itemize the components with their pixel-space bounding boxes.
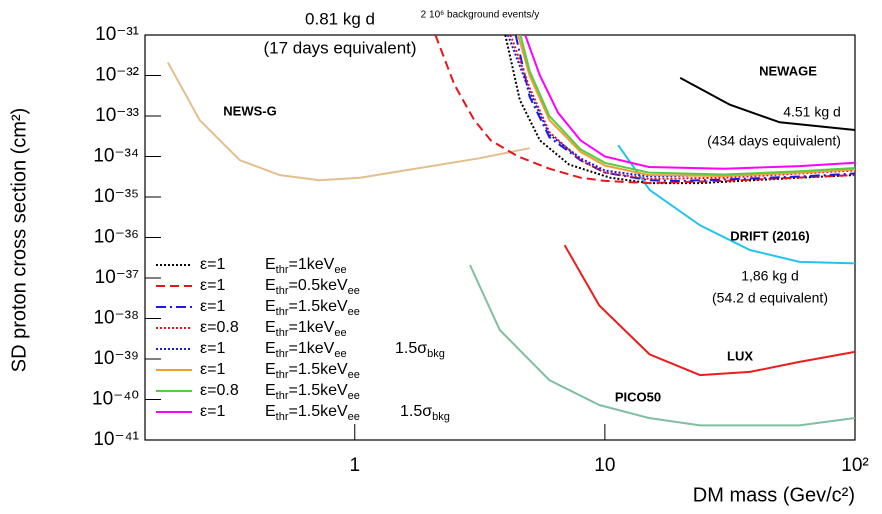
x-tick-label: 10 [594, 455, 615, 476]
legend-subscript: thr [276, 411, 289, 423]
legend-label: ε=0.8 [200, 382, 239, 399]
legend-extra: 1.5σbkg [400, 403, 450, 423]
legend-text: E [265, 319, 276, 336]
legend-subscript: ee [334, 348, 346, 360]
legend-subscript: ee [348, 369, 360, 381]
legend-text: 1.5σ [400, 403, 432, 420]
legend-label: ε=1 [200, 340, 225, 357]
legend-subscript: ee [348, 306, 360, 318]
y-tick-label: 10⁻³⁹ [93, 348, 139, 369]
y-tick-label: 10⁻³¹ [95, 24, 139, 45]
annotation: (17 days equivalent) [263, 38, 416, 57]
legend-text: =1.5keV [289, 382, 348, 399]
legend-subscript: thr [276, 348, 289, 360]
legend-text: E [265, 277, 276, 294]
legend-label: ε=1 [200, 277, 225, 294]
reference-label: PICO50 [615, 389, 661, 404]
legend-text: 1.5σ [395, 340, 427, 357]
y-tick-label: 10⁻³⁸ [93, 308, 139, 329]
y-tick-label: 10⁻³⁷ [95, 267, 139, 288]
legend-text: E [265, 256, 276, 273]
legend-subscript: ee [348, 411, 360, 423]
legend-subscript: ee [348, 390, 360, 402]
series-line [519, 35, 855, 176]
legend-threshold: Ethr=1keVee [265, 256, 347, 276]
reference-label: DRIFT (2016) [730, 228, 809, 243]
legend-extra: 1.5σbkg [395, 340, 445, 360]
legend-label: ε=1 [200, 361, 225, 378]
legend-text: =1.5keV [289, 298, 348, 315]
legend-subscript: ee [334, 327, 346, 339]
legend-subscript: ee [348, 285, 360, 297]
reference-label: NEWS-G [223, 103, 276, 118]
y-tick-label: 10⁻⁴¹ [93, 429, 139, 450]
legend-threshold: Ethr=1keVee [265, 340, 347, 360]
legend-threshold: Ethr=1.5keVee [265, 382, 360, 402]
curves [167, 35, 855, 427]
legend-subscript: thr [276, 390, 289, 402]
y-tick-label: 10⁻⁴⁰ [92, 389, 139, 410]
reference-line [167, 62, 530, 182]
series-line [517, 35, 855, 178]
y-tick-label: 10⁻³³ [95, 105, 139, 126]
y-tick-label: 10⁻³⁵ [94, 186, 139, 207]
legend-subscript: bkg [432, 411, 450, 423]
legend-label: ε=1 [200, 298, 225, 315]
legend-text: =1.5keV [289, 403, 348, 420]
series-line [524, 35, 855, 170]
reference-line [469, 264, 855, 427]
legend-text: E [265, 340, 276, 357]
reference-line [617, 144, 855, 265]
legend-subscript: thr [276, 285, 289, 297]
legend-threshold: Ethr=1keVee [265, 319, 347, 339]
series-line [509, 35, 855, 180]
y-tick-label: 10⁻³² [95, 65, 139, 86]
annotation: 0.81 kg d [305, 9, 375, 28]
legend-subscript: thr [276, 327, 289, 339]
legend-text: =1keV [289, 256, 335, 273]
x-tick-label: 1 [349, 455, 360, 476]
annotation: (434 days equivalent) [707, 133, 841, 149]
legend-subscript: thr [276, 369, 289, 381]
y-tick-label: 10⁻³⁴ [93, 146, 139, 167]
legend-label: ε=0.8 [200, 319, 239, 336]
y-axis-label: SD proton cross section (cm²) [8, 108, 30, 373]
series-line [504, 35, 855, 185]
legend-threshold: Ethr=1.5keVee [265, 298, 360, 318]
reference-label: NEWAGE [759, 63, 817, 78]
annotation: 2 10⁶ background events/y [421, 10, 540, 21]
legend-text: =1.5keV [289, 361, 348, 378]
legend-text: =0.5keV [289, 277, 348, 294]
legend-subscript: ee [334, 264, 346, 276]
reference-line [679, 77, 855, 131]
annotation: (54.2 d equivalent) [712, 290, 828, 306]
legend-text: E [265, 403, 276, 420]
legend-threshold: Ethr=1.5keVee [265, 361, 360, 381]
legend-text: E [265, 298, 276, 315]
legend-text: E [265, 382, 276, 399]
annotation: 1,86 kg d [741, 268, 799, 284]
legend-threshold: Ethr=1.5keVee [265, 403, 360, 423]
legend-label: ε=1 [200, 403, 225, 420]
legend-subscript: thr [276, 264, 289, 276]
x-axis-label: DM mass (Gev/c²) [693, 484, 855, 506]
legend-subscript: bkg [427, 348, 445, 360]
series-line [434, 35, 855, 185]
series-line [514, 35, 855, 182]
legend-threshold: Ethr=0.5keVee [265, 277, 360, 297]
legend-text: =1keV [289, 340, 335, 357]
annotation: 4.51 kg d [783, 104, 841, 120]
x-tick-label: 10² [841, 455, 868, 476]
y-tick-label: 10⁻³⁶ [94, 227, 139, 248]
legend-text: =1keV [289, 319, 335, 336]
reference-line [563, 244, 855, 377]
legend-subscript: thr [276, 306, 289, 318]
reference-label: LUX [727, 348, 753, 363]
legend-label: ε=1 [200, 256, 225, 273]
legend-text: E [265, 361, 276, 378]
